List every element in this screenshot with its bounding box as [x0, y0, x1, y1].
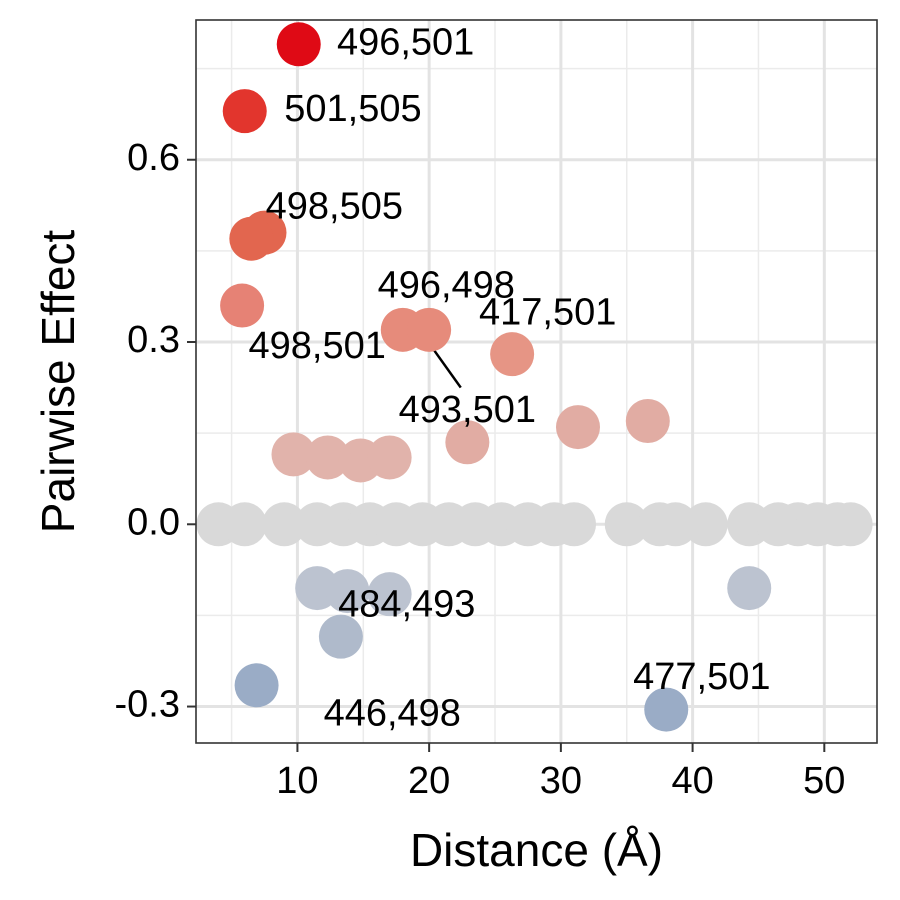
data-point	[222, 89, 267, 134]
data-point	[318, 614, 363, 659]
data-point	[271, 432, 316, 477]
point-label: 446,498	[324, 693, 461, 735]
data-point	[367, 435, 412, 480]
point-label: 496,498	[378, 264, 515, 306]
point-label: 493,501	[399, 389, 536, 431]
point-label: 477,501	[633, 656, 770, 698]
data-point	[604, 502, 649, 547]
data-point	[552, 502, 597, 547]
data-point	[229, 216, 274, 261]
x-tick-label: 40	[671, 760, 713, 802]
y-axis-ticks: -0.3 0.0 0.3 0.6	[115, 137, 196, 726]
data-point	[653, 502, 698, 547]
point-label: 417,501	[479, 292, 616, 334]
x-tick-label: 30	[540, 760, 582, 802]
point-label: 484,493	[338, 583, 475, 625]
x-axis-ticks: 10 20 30 40 50	[276, 743, 845, 802]
point-label: 498,501	[248, 325, 385, 367]
data-point	[555, 405, 600, 450]
x-tick-label: 20	[408, 760, 450, 802]
data-point	[644, 687, 689, 732]
data-point	[367, 572, 412, 617]
point-label: 501,505	[284, 88, 421, 130]
data-point	[445, 420, 490, 465]
data-point	[683, 502, 728, 547]
data-point	[407, 307, 452, 352]
y-axis-title: Pairwise Effect	[32, 230, 84, 534]
data-point	[305, 435, 350, 480]
data-point	[727, 566, 772, 611]
data-point	[234, 663, 279, 708]
x-tick-label: 10	[276, 760, 318, 802]
data-points	[196, 22, 873, 732]
point-label: 498,505	[266, 185, 403, 227]
data-point	[325, 569, 370, 614]
data-point	[490, 332, 535, 377]
grid-lines	[196, 20, 877, 743]
panel-border	[195, 19, 878, 744]
y-tick-label: 0.6	[127, 137, 180, 179]
data-point	[276, 22, 321, 67]
point-label: 496,501	[337, 21, 474, 63]
data-point	[222, 502, 267, 547]
x-axis-title: Distance (Å)	[410, 824, 663, 876]
data-point	[262, 502, 307, 547]
y-tick-label: 0.0	[127, 501, 180, 543]
data-point	[828, 502, 873, 547]
point-labels: 496,501 501,505 498,505 498,501 496,498417,5…	[248, 21, 770, 734]
x-tick-label: 50	[803, 760, 845, 802]
data-point	[625, 398, 670, 443]
y-tick-label: 0.3	[127, 319, 180, 361]
data-point	[220, 283, 265, 328]
y-tick-label: -0.3	[115, 684, 180, 726]
